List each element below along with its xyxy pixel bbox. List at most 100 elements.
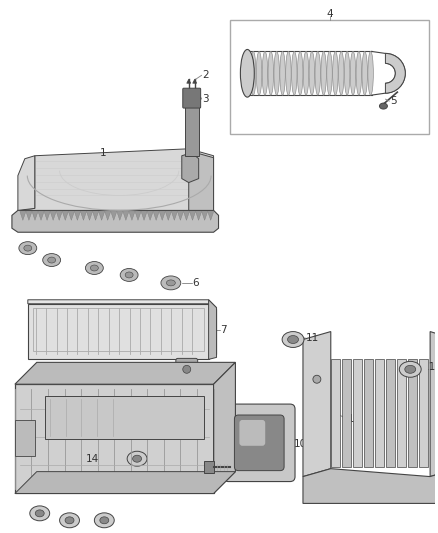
Ellipse shape — [43, 254, 60, 266]
Polygon shape — [364, 359, 373, 467]
Ellipse shape — [251, 52, 256, 95]
Polygon shape — [15, 472, 235, 494]
Ellipse shape — [292, 52, 297, 95]
Text: 1: 1 — [99, 148, 106, 158]
Ellipse shape — [327, 52, 332, 95]
Ellipse shape — [244, 52, 250, 95]
Polygon shape — [408, 359, 417, 467]
Polygon shape — [331, 359, 340, 467]
Ellipse shape — [350, 52, 356, 95]
Ellipse shape — [313, 375, 321, 383]
Polygon shape — [303, 332, 331, 477]
Polygon shape — [62, 212, 68, 220]
Polygon shape — [129, 212, 135, 220]
Ellipse shape — [19, 241, 37, 255]
Text: 9: 9 — [220, 439, 227, 449]
Text: 14: 14 — [86, 454, 99, 464]
Polygon shape — [26, 212, 32, 220]
Polygon shape — [196, 212, 201, 220]
Ellipse shape — [120, 269, 138, 281]
Ellipse shape — [94, 513, 114, 528]
Ellipse shape — [127, 451, 147, 466]
Polygon shape — [141, 212, 147, 220]
Polygon shape — [111, 212, 117, 220]
Text: 3: 3 — [203, 94, 209, 104]
Ellipse shape — [90, 265, 99, 271]
Ellipse shape — [288, 336, 299, 343]
Polygon shape — [44, 212, 50, 220]
Polygon shape — [105, 212, 111, 220]
Polygon shape — [50, 212, 56, 220]
Polygon shape — [38, 212, 44, 220]
Ellipse shape — [309, 52, 314, 95]
Polygon shape — [342, 359, 351, 467]
Ellipse shape — [256, 52, 262, 95]
Bar — [15, 420, 35, 456]
Bar — [15, 384, 214, 494]
Bar — [230, 20, 429, 134]
Polygon shape — [214, 362, 235, 494]
FancyBboxPatch shape — [240, 420, 265, 446]
Ellipse shape — [280, 52, 285, 95]
Polygon shape — [28, 300, 216, 308]
Text: 8: 8 — [207, 365, 213, 374]
Ellipse shape — [268, 52, 274, 95]
Polygon shape — [12, 211, 219, 232]
Polygon shape — [190, 212, 196, 220]
Polygon shape — [30, 302, 216, 359]
Text: 12: 12 — [348, 414, 361, 424]
Ellipse shape — [303, 52, 309, 95]
Ellipse shape — [161, 276, 181, 290]
Polygon shape — [201, 212, 208, 220]
Text: 5: 5 — [390, 96, 397, 106]
Polygon shape — [18, 149, 214, 211]
Polygon shape — [375, 359, 384, 467]
Polygon shape — [68, 212, 74, 220]
Polygon shape — [74, 212, 81, 220]
Ellipse shape — [30, 506, 49, 521]
Ellipse shape — [262, 52, 268, 95]
Bar — [204, 461, 214, 473]
Polygon shape — [353, 359, 362, 467]
Ellipse shape — [282, 332, 304, 348]
FancyBboxPatch shape — [183, 88, 201, 108]
Ellipse shape — [166, 280, 175, 286]
Polygon shape — [159, 212, 165, 220]
Bar — [185, 101, 199, 156]
Text: 11: 11 — [306, 333, 319, 343]
Ellipse shape — [344, 52, 350, 95]
Polygon shape — [386, 359, 396, 467]
Polygon shape — [193, 79, 197, 83]
Text: 4: 4 — [326, 9, 333, 19]
Ellipse shape — [240, 50, 254, 97]
Polygon shape — [189, 151, 214, 211]
Polygon shape — [430, 332, 438, 477]
Text: 13: 13 — [207, 481, 220, 491]
Polygon shape — [81, 212, 87, 220]
Ellipse shape — [379, 103, 387, 109]
Polygon shape — [187, 79, 191, 83]
Text: 6: 6 — [193, 278, 199, 288]
Text: 11: 11 — [423, 362, 436, 373]
Polygon shape — [397, 359, 406, 467]
Ellipse shape — [48, 257, 56, 263]
Ellipse shape — [85, 262, 103, 274]
Ellipse shape — [297, 52, 303, 95]
Polygon shape — [208, 212, 214, 220]
Polygon shape — [20, 212, 26, 220]
Polygon shape — [177, 212, 184, 220]
Polygon shape — [32, 212, 38, 220]
Polygon shape — [153, 212, 159, 220]
Bar — [33, 308, 204, 351]
Polygon shape — [419, 359, 428, 467]
Polygon shape — [18, 156, 35, 211]
Ellipse shape — [315, 52, 321, 95]
FancyBboxPatch shape — [223, 404, 295, 481]
Ellipse shape — [35, 510, 44, 517]
Ellipse shape — [133, 455, 141, 462]
Polygon shape — [56, 212, 62, 220]
Ellipse shape — [368, 52, 373, 95]
Polygon shape — [165, 212, 171, 220]
Ellipse shape — [60, 513, 79, 528]
Ellipse shape — [399, 361, 421, 377]
